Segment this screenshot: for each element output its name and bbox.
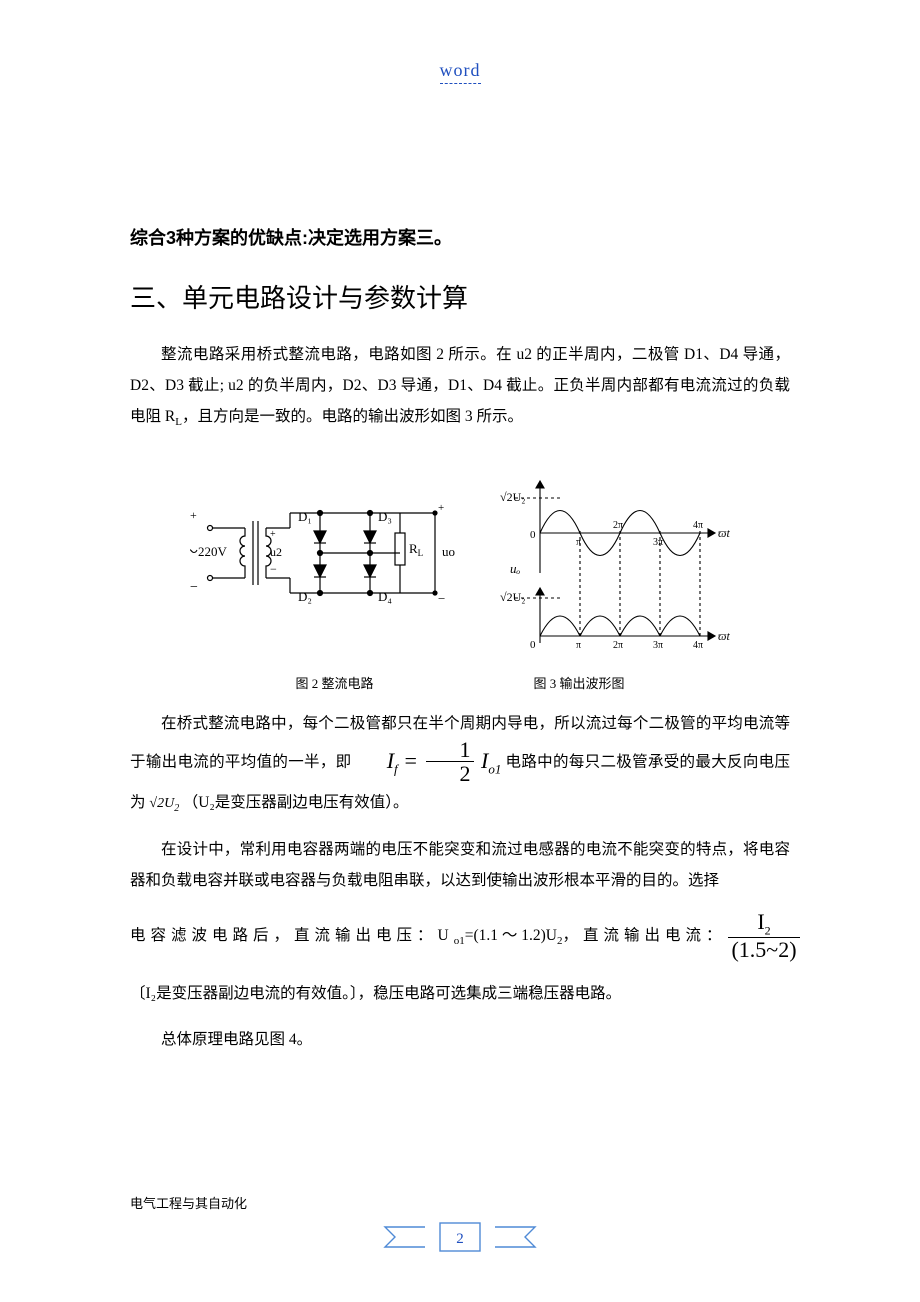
svg-text:3π: 3π [653,640,663,651]
u2-label: u2 [270,545,282,559]
paragraph-3-line2: 电容滤波电路后，直流输出电压：Uo1=(1.1 ～ 1.2)U2，直流输出电流：… [130,911,790,962]
figure-3-svg: ϖt 0 √2U₂ π 2π 3π 4π uₒ [500,473,730,663]
svg-text:4π: 4π [693,640,703,651]
page: word 综合3种方案的优缺点:决定选用方案三。 三、单元电路设计与参数计算 整… [0,0,920,1302]
src-label: ～220V [190,544,228,559]
banner-icon: 2 [370,1217,550,1257]
section-title: 三、单元电路设计与参数计算 [130,278,790,315]
paragraph-1: 整流电路采用桥式整流电路，电路如图 2 所示。在 u2 的正半周内，二极管 D1… [130,339,790,433]
svg-text:+: + [190,508,197,522]
p3-eq: =(1.1 ～ 1.2)U [465,927,557,944]
svg-text:4π: 4π [693,520,703,531]
paragraph-5: 总体原理电路见图 4。 [130,1024,790,1055]
p2-c: （U₂是变压器副边电压有效值）。 [183,794,409,811]
header: word [130,60,790,84]
paragraph-3a: 在设计中，常利用电容器两端的电压不能突变和流过电感器的电流不能突变的特点，将电容… [130,834,790,896]
paragraph-4: 〔I₂是变压器副边电流的有效值。〕，稳压电路可选集成三端稳压器电路。 [130,978,790,1009]
p1-tail: ，且方向是一致的。电路的输出波形如图 3 所示。 [182,408,523,425]
d3-label: D₃ [378,509,392,524]
figures-row: + − ～220V + − u2 [130,473,790,663]
uo-label: uo [442,544,455,559]
fig2-caption: 图 2 整流电路 [295,673,373,692]
eq-if: If = 12 Io1 [356,739,502,787]
page-number: 2 [456,1231,464,1247]
uo-axis-label: uₒ [510,561,521,576]
summary-line: 综合3种方案的优缺点:决定选用方案三。 [130,224,790,250]
svg-text:ϖt: ϖt [718,526,730,540]
d1-label: D₁ [298,509,312,524]
header-link[interactable]: word [440,60,481,84]
svg-text:−: − [438,591,445,606]
figure-2-svg: + − ～220V + − u2 [190,473,470,643]
svg-text:0: 0 [530,639,536,651]
svg-text:π: π [576,640,581,651]
svg-text:+: + [438,502,444,514]
eq-io1: I2 (1.5~2) [726,911,801,962]
footer-left: 电气工程与其自动化 [130,1193,247,1212]
fig3-caption: 图 3 输出波形图 [534,673,625,692]
svg-text:−: − [190,580,198,595]
svg-text:3π: 3π [653,537,663,548]
svg-text:RL: RL [409,541,423,558]
sqrt2u2-bot: √2U₂ [500,590,525,604]
svg-text:0: 0 [530,529,536,541]
d4-label: D₄ [378,589,392,604]
sqrt2u2-inline: √2U2 [149,796,182,811]
svg-text:2π: 2π [613,520,623,531]
p3-tail: ，直流输出电流： [562,927,726,944]
svg-text:ϖt: ϖt [718,629,730,643]
svg-text:2π: 2π [613,640,623,651]
d2-label: D₂ [298,589,312,604]
p3-left: 电容滤波电路后，直流输出电压：U [130,927,454,944]
p1-sub: L [175,416,182,428]
paragraph-2: 在桥式整流电路中，每个二极管都只在半个周期内导电，所以流过每个二极管的平均电流等… [130,708,790,818]
captions: 图 2 整流电路 图 3 输出波形图 [130,673,790,692]
sqrt2u2-top: √2U₂ [500,490,525,504]
svg-text:+: + [270,529,276,540]
page-number-banner: 2 [0,1217,920,1262]
svg-text:−: − [270,562,277,576]
